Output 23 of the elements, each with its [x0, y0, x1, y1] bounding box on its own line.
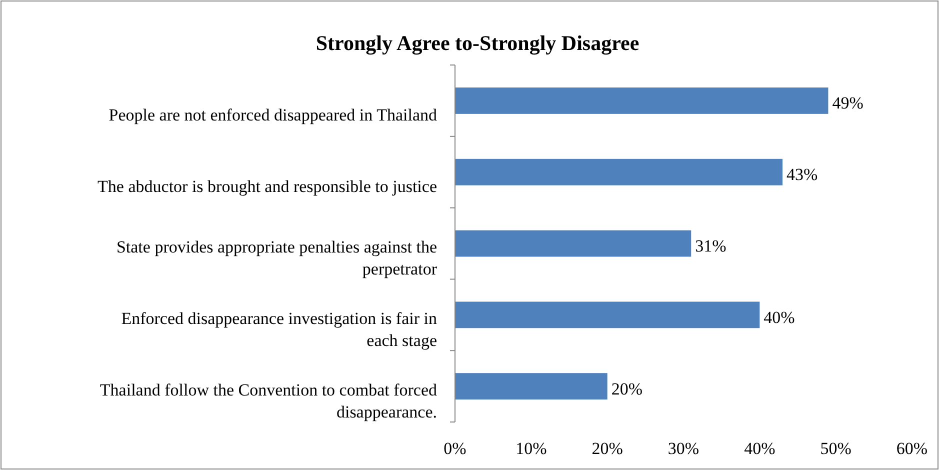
- y-tick-label: Enforced disappearance investigation is fair in each stage: [121, 308, 438, 350]
- data-label: 20%: [611, 379, 643, 398]
- data-label: 31%: [695, 236, 726, 256]
- x-tick-label: 30%: [668, 439, 700, 458]
- x-tick-label: 40%: [744, 439, 776, 458]
- chart-title: Strongly Agree to-Strongly Disagree: [316, 31, 640, 55]
- bar: [455, 230, 692, 257]
- x-tick-label: 50%: [820, 439, 852, 458]
- data-label: 49%: [832, 94, 864, 113]
- y-tick-label: The abductor is brought and responsible to justice: [98, 177, 437, 196]
- bar: [455, 87, 828, 114]
- x-tick-label: 10%: [516, 439, 547, 458]
- y-tick-label: Thailand follow the Convention to combat forced disappearance.: [100, 380, 438, 422]
- data-label: 40%: [764, 308, 795, 327]
- data-label: 43%: [786, 165, 818, 184]
- y-tick-label: People are not enforced disappeared in Thailand: [108, 106, 438, 125]
- bar: [455, 158, 783, 186]
- x-tick-label: 20%: [592, 439, 623, 458]
- y-tick-label: State provides appropriate penalties against the perpetrator: [116, 238, 438, 278]
- x-tick-label: 60%: [896, 439, 928, 458]
- x-tick-label: 0%: [444, 439, 466, 458]
- bar: [455, 373, 608, 400]
- bar: [455, 302, 760, 328]
